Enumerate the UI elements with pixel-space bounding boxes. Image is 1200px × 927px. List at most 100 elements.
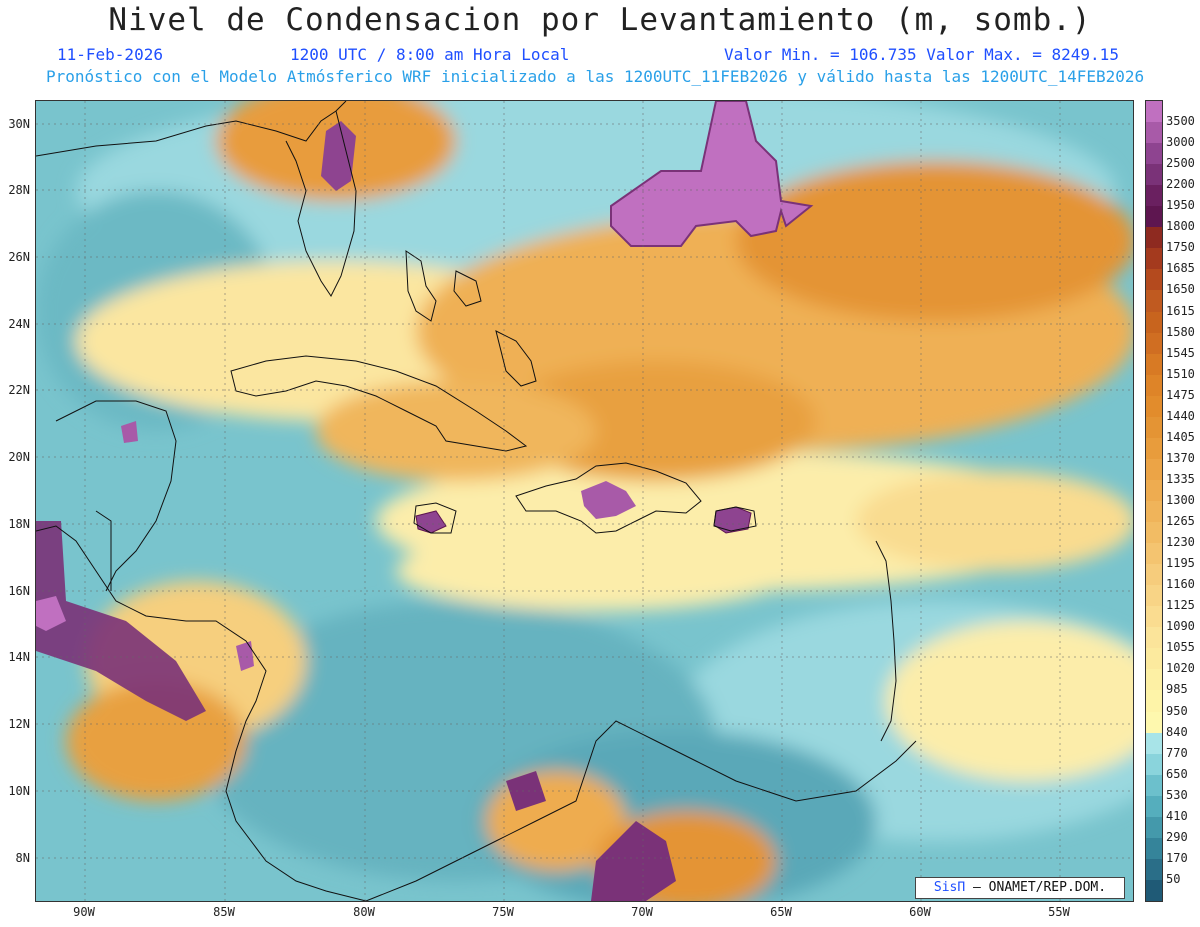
legend-swatch [1146, 185, 1162, 207]
legend-level-label: 1300 [1166, 493, 1195, 507]
legend-swatch [1146, 711, 1162, 734]
lat-label: 18N [8, 517, 30, 531]
legend-swatch [1146, 564, 1162, 586]
legend-level-label: 1475 [1166, 387, 1195, 402]
legend-level-label: 1020 [1166, 661, 1195, 676]
legend-level-label: 1440 [1166, 408, 1195, 423]
legend-swatch [1146, 374, 1162, 397]
forecast-time: 1200 UTC / 8:00 am Hora Local [290, 45, 570, 64]
legend-swatch [1146, 332, 1162, 355]
lat-label: 10N [8, 784, 30, 798]
legend-swatch [1146, 585, 1162, 607]
legend-swatch [1146, 143, 1162, 165]
legend-level-label: 170 [1166, 850, 1188, 865]
legend-level-label: 3000 [1166, 135, 1195, 150]
legend-level-label: 770 [1166, 745, 1188, 760]
legend-level-label: 1950 [1166, 198, 1195, 213]
lat-label: 22N [8, 383, 30, 397]
lcl-field [36, 101, 1133, 901]
legend-level-label: 410 [1166, 808, 1188, 823]
legend-swatch [1146, 501, 1162, 523]
legend-swatch [1146, 627, 1162, 649]
legend-swatch [1146, 543, 1162, 565]
legend-swatch [1146, 101, 1162, 123]
legend-level-label: 290 [1166, 829, 1188, 844]
credit-org: – ONAMET/REP.DOM. [973, 880, 1107, 895]
legend-level-label: 1510 [1166, 366, 1195, 381]
graticule [36, 101, 1133, 901]
legend-swatch [1146, 606, 1162, 628]
legend-swatch [1146, 437, 1162, 460]
legend-swatch [1146, 290, 1162, 313]
lat-label: 20N [8, 450, 30, 464]
legend-swatch [1146, 669, 1162, 691]
lat-label: 26N [8, 250, 30, 264]
legend-swatch [1146, 795, 1162, 818]
lat-label: 12N [8, 717, 30, 731]
legend-level-label: 1750 [1166, 240, 1195, 255]
legend-swatch [1146, 732, 1162, 755]
lat-label: 28N [8, 183, 30, 197]
lon-label: 65W [770, 905, 792, 919]
legend-swatch [1146, 774, 1162, 797]
legend-level-label: 1055 [1166, 640, 1195, 655]
legend-level-label: 1125 [1166, 598, 1195, 613]
credit-box: SisΠ – ONAMET/REP.DOM. [915, 877, 1125, 899]
lat-label: 16N [8, 584, 30, 598]
map-panel [35, 100, 1134, 902]
legend-level-label: 3500 [1166, 114, 1195, 129]
lon-label: 90W [73, 905, 95, 919]
lat-label: 14N [8, 650, 30, 664]
legend-level-label: 950 [1166, 703, 1188, 718]
legend-level-label: 1615 [1166, 303, 1195, 318]
legend-swatch [1146, 522, 1162, 544]
legend-swatch [1146, 122, 1162, 144]
legend-swatch [1146, 837, 1162, 860]
forecast-date: 11-Feb-2026 [57, 45, 163, 64]
legend-swatch [1146, 269, 1162, 291]
legend-swatch [1146, 311, 1162, 334]
legend-level-label: 1405 [1166, 429, 1195, 444]
legend-swatch [1146, 479, 1162, 502]
legend-swatch [1146, 395, 1162, 418]
legend-level-label: 1230 [1166, 535, 1195, 550]
legend-level-label: 985 [1166, 682, 1188, 697]
min-max-values: Valor Min. = 106.735 Valor Max. = 8249.1… [724, 45, 1119, 64]
legend-swatch [1146, 879, 1162, 902]
coastlines [36, 101, 917, 901]
legend-level-label: 840 [1166, 724, 1188, 739]
lat-label: 8N [15, 851, 30, 865]
credit-brand: SisΠ [933, 880, 966, 895]
legend-level-label: 1090 [1166, 619, 1195, 634]
lon-label: 75W [492, 905, 514, 919]
legend-swatch [1146, 753, 1162, 776]
legend-swatch [1146, 227, 1162, 249]
legend-level-label: 1545 [1166, 345, 1195, 360]
lon-label: 80W [353, 905, 375, 919]
legend-level-label: 1370 [1166, 450, 1195, 465]
legend-swatch [1146, 816, 1162, 839]
legend-level-label: 2500 [1166, 156, 1195, 171]
legend-level-label: 1195 [1166, 556, 1195, 571]
legend-swatch [1146, 206, 1162, 228]
color-legend [1145, 100, 1163, 902]
legend-level-label: 1580 [1166, 324, 1195, 339]
lat-label: 30N [8, 117, 30, 131]
model-info-line: Pronóstico con el Modelo Atmósferico WRF… [46, 67, 1145, 86]
lon-label: 85W [213, 905, 235, 919]
high-lcl-patches [36, 101, 814, 901]
lon-label: 55W [1048, 905, 1070, 919]
legend-swatch [1146, 248, 1162, 270]
legend-level-label: 1650 [1166, 282, 1195, 297]
legend-level-label: 1800 [1166, 219, 1195, 234]
legend-level-label: 2200 [1166, 177, 1195, 192]
legend-swatch [1146, 353, 1162, 376]
legend-level-label: 1160 [1166, 577, 1195, 592]
legend-level-label: 530 [1166, 787, 1188, 802]
legend-swatch [1146, 648, 1162, 670]
legend-swatch [1146, 690, 1162, 713]
legend-swatch [1146, 858, 1162, 881]
legend-level-label: 50 [1166, 871, 1181, 886]
legend-swatch [1146, 164, 1162, 186]
legend-level-label: 1335 [1166, 471, 1195, 486]
